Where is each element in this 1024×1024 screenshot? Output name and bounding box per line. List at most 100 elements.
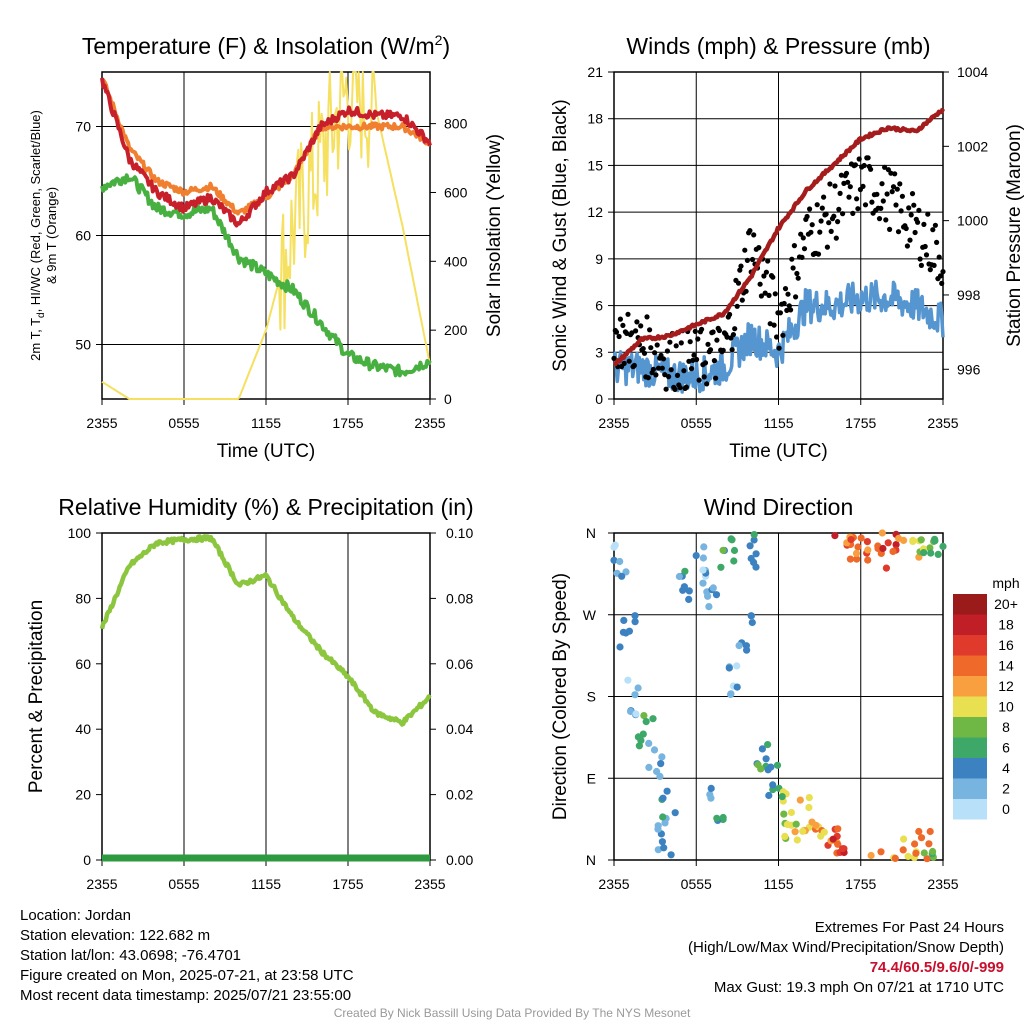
x-tick-label: 1155	[763, 876, 793, 892]
y2-tick-label: 1000	[957, 213, 988, 229]
gust-point	[916, 207, 922, 213]
legend-title: mph	[992, 575, 1019, 591]
direction-point	[750, 558, 758, 567]
gust-point	[704, 381, 710, 387]
pressure-line	[612, 107, 946, 367]
x-tick-label: 1755	[845, 415, 876, 431]
direction-point	[634, 684, 642, 692]
gust-point	[732, 326, 738, 332]
x-tick-label: 1755	[845, 876, 876, 892]
direction-point	[889, 547, 897, 556]
direction-point	[879, 544, 887, 553]
y-tick-label: 21	[587, 64, 603, 80]
direction-point	[878, 529, 886, 537]
gust-point	[887, 226, 893, 232]
gust-point	[691, 352, 697, 358]
gust-point	[936, 254, 942, 260]
y-tick-label: 0	[595, 391, 603, 407]
direction-point	[654, 846, 662, 854]
y-tick-label: 12	[587, 204, 603, 220]
direction-point	[926, 827, 934, 836]
gust-point	[681, 368, 687, 374]
y2-tick-label: 1002	[957, 138, 988, 154]
legend-label: 4	[1002, 760, 1010, 776]
direction-point	[631, 612, 639, 620]
direction-point	[747, 612, 755, 620]
gust-point	[705, 341, 711, 347]
gust-point	[668, 367, 674, 373]
gust-point	[860, 183, 866, 189]
y2-tick-label: 0.00	[446, 852, 473, 868]
panel-wind: 2355 0555 1155 1755 2355 0 3 6 9 12 15 18 21 996 998 10…	[550, 33, 1024, 462]
gust-point	[869, 199, 875, 205]
direction-point	[730, 546, 739, 555]
direction-point	[635, 742, 644, 750]
extremes-subtitle: (High/Low/Max Wind/Precipitation/Snow De…	[688, 939, 1004, 956]
y-tick-label: 18	[587, 111, 603, 127]
direction-point	[752, 550, 760, 558]
gust-point	[650, 366, 657, 372]
gust-point	[923, 252, 930, 258]
gust-point	[921, 221, 927, 227]
direction-point	[645, 763, 653, 772]
direction-point	[927, 549, 935, 557]
gust-point	[790, 265, 796, 271]
gust-point	[831, 213, 837, 219]
legend-swatch	[953, 635, 987, 656]
x-tick-label: 1155	[251, 876, 281, 892]
legend-label: 10	[998, 699, 1014, 715]
gust-point	[818, 218, 824, 224]
x-tick-label: 2355	[86, 876, 117, 892]
direction-point	[765, 791, 773, 800]
gust-point	[762, 290, 768, 296]
x-tick-label: 0555	[681, 876, 712, 892]
direction-point	[808, 818, 816, 826]
gust-point	[939, 280, 945, 286]
direction-point	[631, 618, 639, 626]
legend-label: 8	[1002, 719, 1010, 735]
y2-tick-label: 0	[444, 391, 452, 407]
y-axis-label: Direction (Colored By Speed)	[550, 573, 571, 820]
direction-point	[631, 691, 639, 699]
gust-point	[655, 365, 662, 371]
y-axis-label-2: & 9m T (Orange)	[44, 187, 59, 284]
direction-point	[658, 753, 666, 761]
direction-point	[624, 676, 632, 684]
direction-point	[867, 851, 875, 860]
direction-point	[831, 532, 839, 540]
gust-point	[791, 243, 798, 249]
direction-point	[805, 794, 813, 802]
gust-point	[782, 286, 789, 292]
gust-point	[904, 243, 911, 249]
y-tick-label: 0	[83, 852, 91, 868]
extremes-title: Extremes For Past 24 Hours	[814, 919, 1004, 936]
direction-point	[904, 852, 912, 861]
direction-point	[616, 643, 624, 651]
gust-point	[694, 356, 700, 363]
direction-point	[891, 854, 899, 863]
gust-point	[795, 275, 801, 281]
gust-point	[912, 229, 918, 236]
direction-point	[781, 832, 789, 841]
direction-point	[783, 820, 792, 829]
gust-point	[781, 300, 787, 307]
direction-point	[663, 787, 671, 795]
gust-point	[937, 273, 944, 279]
gust-point	[909, 191, 916, 197]
gust-point	[688, 366, 695, 372]
gust-point	[843, 170, 850, 176]
gust-point	[814, 202, 820, 208]
direction-point	[909, 536, 917, 545]
direction-point	[654, 825, 662, 833]
legend-label: 20+	[994, 596, 1018, 612]
legend-swatch	[953, 676, 987, 697]
gust-point	[874, 191, 880, 197]
direction-point	[685, 587, 693, 595]
direction-point	[923, 855, 931, 863]
direction-point	[911, 840, 919, 848]
gust-point	[930, 227, 936, 233]
gust-point	[821, 194, 827, 200]
direction-point	[839, 845, 847, 853]
gust-point	[692, 328, 698, 334]
